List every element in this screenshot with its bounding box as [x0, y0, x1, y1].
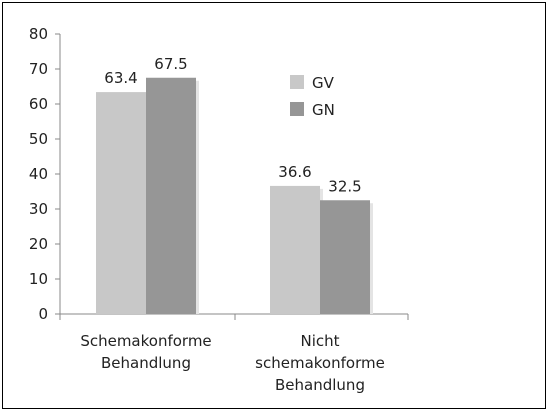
data-label: 63.4 — [104, 69, 137, 87]
x-category-label: Schemakonforme — [80, 332, 211, 350]
y-tick-label: 60 — [29, 95, 48, 113]
y-tick-label: 0 — [38, 305, 48, 323]
x-category-label: schemakonforme — [255, 354, 385, 372]
y-tick-label: 80 — [29, 25, 48, 43]
data-label: 36.6 — [278, 163, 311, 181]
y-tick-label: 20 — [29, 235, 48, 253]
x-category-label: Behandlung — [275, 376, 365, 394]
legend-swatch-gv — [290, 75, 304, 89]
data-label: 32.5 — [328, 177, 361, 195]
bar-chart: 0 10 20 30 40 50 60 70 80 63.4 67.5 Schemakonforme B… — [29, 25, 409, 394]
y-tick-label: 30 — [29, 200, 48, 218]
y-tick-label: 10 — [29, 270, 48, 288]
x-category-label: Behandlung — [101, 354, 191, 372]
chart-frame: 0 10 20 30 40 50 60 70 80 63.4 67.5 Schemakonforme B… — [2, 2, 546, 409]
data-label: 67.5 — [154, 55, 187, 73]
bar-gn — [146, 77, 196, 314]
y-tick-label: 70 — [29, 60, 48, 78]
y-tick-label: 50 — [29, 130, 48, 148]
y-tick-label: 40 — [29, 165, 48, 183]
legend-swatch-gn — [290, 102, 304, 116]
legend-label-gv: GV — [312, 74, 335, 92]
x-category-label: Nicht — [300, 332, 339, 350]
legend-label-gn: GN — [312, 101, 335, 119]
bar-gv — [270, 185, 320, 314]
bar-gv — [96, 92, 146, 314]
bar-gn — [320, 200, 370, 314]
